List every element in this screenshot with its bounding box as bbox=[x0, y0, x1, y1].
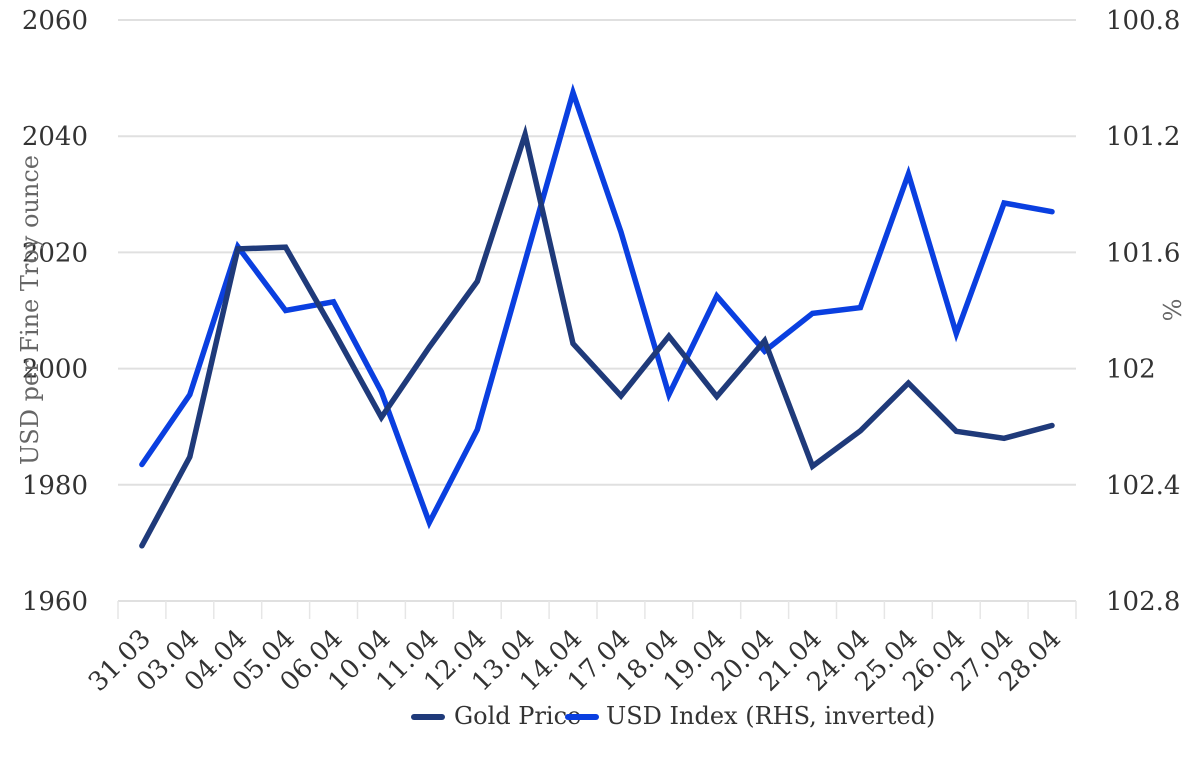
series-line-gold-price bbox=[139, 124, 1055, 549]
y-axis-right: 100.8 101.2 101.6 102 102.4 102.8 bbox=[1106, 6, 1180, 617]
x-axis-labels: 31.0303.0404.0405.0406.0410.0411.0412.04… bbox=[83, 624, 1067, 698]
y-tick-label-right: 100.8 bbox=[1106, 6, 1180, 36]
series-line-usd-index bbox=[139, 83, 1055, 530]
y-tick-label-right: 101.2 bbox=[1106, 122, 1180, 152]
y-tick-label-right: 101.6 bbox=[1106, 238, 1180, 268]
y-tick-label-left: 1980 bbox=[22, 471, 88, 501]
y-tick-label-left: 2000 bbox=[22, 355, 88, 385]
y-tick-label-left: 2060 bbox=[22, 6, 88, 36]
legend-label-gold-price: Gold Price bbox=[454, 702, 581, 730]
y-axis-left: 1960 1980 2000 2020 2040 2060 bbox=[22, 6, 88, 617]
y-tick-label-left: 2040 bbox=[22, 122, 88, 152]
grid-lines bbox=[118, 19, 1076, 602]
legend: Gold Price USD Index (RHS, inverted) bbox=[411, 702, 935, 730]
y-tick-label-right: 102.4 bbox=[1106, 471, 1180, 501]
y-tick-label-left: 2020 bbox=[22, 238, 88, 268]
y-tick-label-right: 102 bbox=[1106, 355, 1156, 385]
y-axis-title-right: % bbox=[1159, 299, 1187, 322]
y-tick-label-right: 102.8 bbox=[1106, 587, 1180, 617]
legend-label-usd-index: USD Index (RHS, inverted) bbox=[606, 702, 935, 730]
y-axis-title-left: USD per Fine Troy ounce bbox=[16, 155, 44, 465]
series bbox=[139, 83, 1055, 549]
x-axis-ticks bbox=[117, 601, 1077, 619]
y-tick-label-left: 1960 bbox=[22, 587, 88, 617]
